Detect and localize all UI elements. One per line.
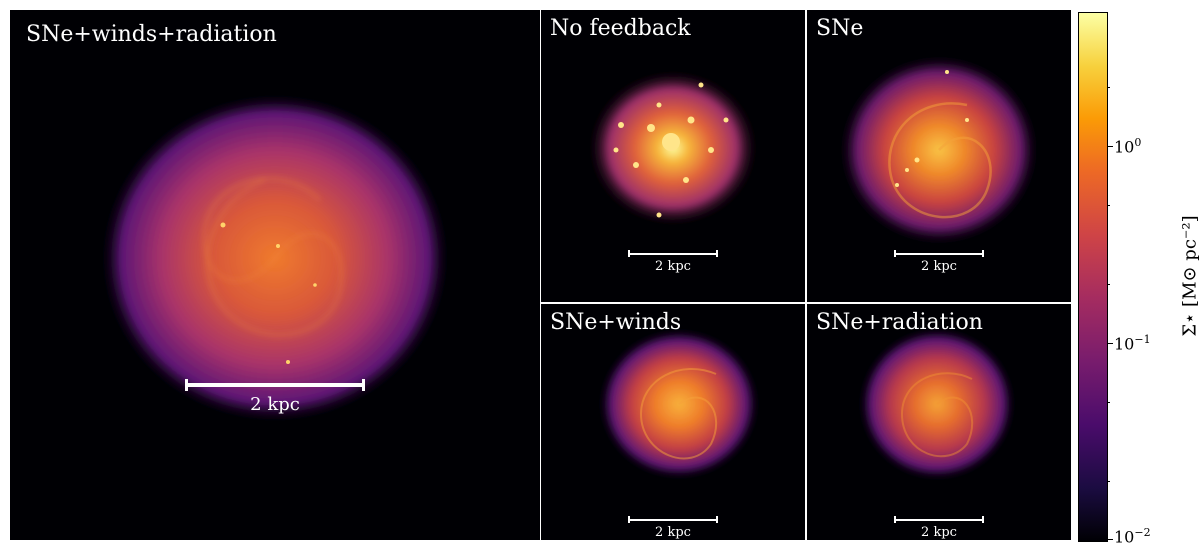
- panel-label: SNe+radiation: [816, 310, 983, 335]
- colorbar-tick: [1107, 343, 1113, 344]
- colorbar-minor-tick: [1107, 284, 1110, 285]
- scale-bar: 2 kpc: [185, 379, 365, 420]
- panel-label: SNe+winds+radiation: [26, 22, 277, 47]
- colorbar-tick-label: 100: [1114, 136, 1142, 157]
- scale-bar: 2 kpc: [894, 516, 984, 540]
- panel-sne: SNe 2 kpc: [807, 10, 1071, 302]
- colorbar-minor-tick: [1107, 402, 1110, 403]
- scale-bar-label: 2 kpc: [921, 259, 957, 274]
- colorbar-minor-tick: [1107, 205, 1110, 206]
- scale-bar: 2 kpc: [628, 516, 718, 540]
- colorbar-minor-tick: [1107, 481, 1110, 482]
- galaxy-image-sne-winds: [599, 329, 759, 479]
- scale-bar-label: 2 kpc: [655, 259, 691, 274]
- colorbar: [1078, 12, 1108, 542]
- colorbar-minor-tick: [1107, 87, 1110, 88]
- galaxy-image-sne-radiation: [859, 328, 1015, 480]
- scale-bar: 2 kpc: [628, 250, 718, 281]
- colorbar-tick: [1107, 539, 1113, 540]
- colorbar-tick-label: 10−1: [1114, 333, 1151, 354]
- colorbar-tick: [1107, 146, 1113, 147]
- panel-sne-winds-radiation: SNe+winds+radiation 2 kpc: [10, 10, 540, 540]
- scale-bar-label: 2 kpc: [250, 394, 300, 415]
- scale-bar-label: 2 kpc: [655, 525, 691, 540]
- scale-bar-label: 2 kpc: [921, 525, 957, 540]
- panel-label: SNe+winds: [550, 310, 682, 335]
- galaxy-image-sne-winds-radiation: [100, 93, 450, 423]
- colorbar-title: Σ⋆ [M⊙ pc⁻²]: [1179, 215, 1200, 337]
- panel-sne-winds: SNe+winds 2 kpc: [541, 304, 805, 540]
- galaxy-image-sne: [839, 55, 1039, 245]
- colorbar-tick-label: 10−2: [1114, 526, 1151, 547]
- panel-label: SNe: [816, 16, 864, 41]
- panel-sne-radiation: SNe+radiation 2 kpc: [807, 304, 1071, 540]
- galaxy-image-no-feedback: [588, 70, 758, 226]
- panel-label: No feedback: [550, 16, 691, 41]
- scale-bar: 2 kpc: [894, 250, 984, 281]
- panel-no-feedback: No feedback 2 kpc: [541, 10, 805, 302]
